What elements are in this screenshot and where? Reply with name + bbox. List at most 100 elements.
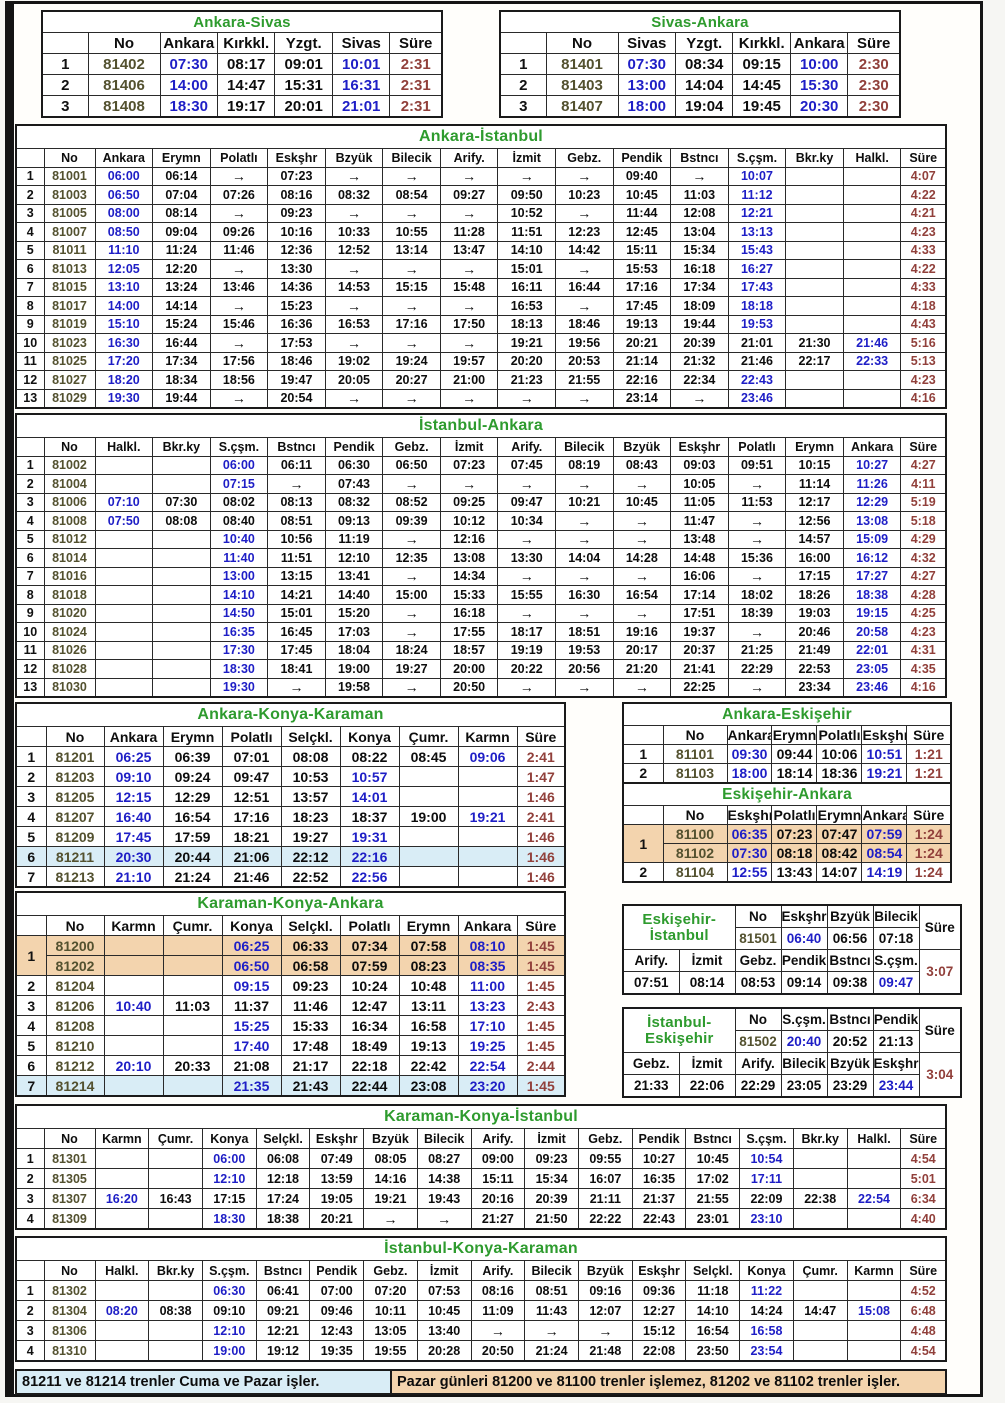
station-time-cell: 12:15 [103, 786, 164, 807]
row-number-header [15, 915, 47, 936]
station-time-cell: 19:00 [201, 1340, 257, 1362]
station-time-cell: 14:00 [94, 296, 154, 316]
station-time-cell: 12:05 [94, 259, 154, 279]
station-time-cell: 13:00 [209, 566, 269, 586]
station-time-cell [148, 1280, 203, 1301]
station-time-cell: 12:52 [324, 240, 384, 260]
skip-arrow-cell: → [267, 474, 326, 494]
station-time-cell: 20:33 [162, 1055, 223, 1076]
station-time-cell [457, 846, 518, 867]
skip-arrow-cell: → [382, 259, 441, 279]
station-time-cell: 07:23 [771, 824, 818, 844]
row-number-cell: 2 [15, 975, 47, 996]
train-no-cell: 81213 [45, 866, 105, 888]
header-row: Arify. İzmit Gebz. Pendik Bstncı S.çşm. 3:07 [622, 949, 962, 995]
skip-arrow-cell: → [524, 1320, 579, 1341]
column-header-cell: Gebz. [577, 1128, 633, 1149]
column-header-cell: Karmn [94, 1128, 150, 1149]
duration-cell: 2:44 [516, 1055, 566, 1076]
column-header-cell: Eskşhr [861, 725, 908, 745]
row-number-cell: 4 [15, 222, 45, 242]
station-time-cell: 19:35 [309, 1340, 365, 1362]
train-no-cell: 81403 [545, 74, 619, 96]
column-header-cell: Pendik [309, 1260, 365, 1281]
station-time-cell: 08:16 [267, 185, 326, 205]
table-row: 4 81309 18:30 18:38 20:21 → → 21:27 21:50 22:22 22… [15, 1208, 947, 1230]
column-header-cell: Arify. [622, 949, 680, 972]
station-time-cell: 09:14 [780, 971, 828, 995]
station-time-cell: 20:16 [470, 1188, 526, 1209]
table-row: 3 81307 16:20 16:43 17:15 17:24 19:05 19:21 19:4… [15, 1188, 947, 1209]
train-no-cell: 81206 [45, 995, 105, 1016]
column-header-cell: S.çşm. [780, 1007, 828, 1031]
station-time-cell: 14:04 [555, 548, 614, 568]
station-time-cell [398, 786, 459, 807]
station-time-cell: 19:19 [497, 640, 556, 660]
skip-arrow-cell: → [612, 474, 672, 494]
row-number-cell: 6 [15, 259, 45, 279]
station-time-cell: 08:10 [457, 935, 518, 956]
station-time-cell: 14:10 [685, 1300, 741, 1321]
station-time-cell: 10:07 [727, 166, 787, 186]
station-time-cell: 18:21 [221, 826, 282, 847]
train-no-cell: 81026 [43, 640, 96, 660]
station-time-cell: 11:51 [497, 222, 556, 242]
station-time-cell [148, 1320, 203, 1341]
station-time-cell: 12:10 [201, 1320, 257, 1341]
station-time-cell: 17:30 [209, 640, 269, 660]
train-no-cell: 81015 [43, 277, 96, 297]
station-time-cell: 20:00 [439, 659, 499, 679]
station-time-cell: 09:23 [267, 203, 326, 223]
skip-arrow-cell: → [382, 566, 441, 586]
column-header-cell: Erymn [816, 805, 863, 825]
station-time-cell [398, 826, 459, 847]
train-no-cell: 81023 [43, 333, 96, 353]
skip-arrow-cell: → [416, 1208, 472, 1230]
station-time-cell: 13:11 [398, 995, 459, 1016]
station-time-cell: 19:16 [612, 622, 672, 642]
column-header-cell: No [45, 915, 105, 936]
station-time-cell: 11:26 [842, 474, 902, 494]
station-time-cell: 14:45 [732, 74, 791, 96]
station-time-cell: 18:02 [727, 585, 787, 605]
station-time-cell: 13:10 [94, 277, 154, 297]
station-time-cell: 10:33 [324, 222, 384, 242]
column-header-cell: S.çşm. [727, 148, 787, 168]
duration-cell: 4:25 [900, 603, 947, 623]
station-time-cell: 08:08 [152, 511, 211, 531]
station-time-cell: 10:23 [555, 185, 614, 205]
row-number-cell: 1 [15, 935, 47, 976]
station-time-cell: 11:18 [685, 1280, 741, 1301]
train-no-cell: 81016 [43, 566, 96, 586]
duration-cell: 4:27 [900, 566, 947, 586]
column-header-cell: S.çşm. [209, 437, 269, 457]
skip-arrow-cell: → [324, 388, 384, 409]
skip-arrow-cell: → [555, 603, 614, 623]
station-time-cell: 17:14 [670, 585, 729, 605]
table-row: 81102 07:30 08:18 08:42 08:54 1:24 [623, 843, 952, 863]
table-row: 1 81101 09:30 09:44 10:06 10:51 1:21 [622, 744, 952, 764]
duration-cell: 1:46 [516, 786, 566, 807]
station-time-cell: 18:30 [209, 659, 269, 679]
column-header-cell: Çumr. [162, 915, 223, 936]
skip-arrow-cell: → [555, 677, 614, 698]
station-time-cell: 12:10 [324, 548, 384, 568]
station-time-cell: 14:04 [674, 74, 734, 96]
station-time-cell [152, 529, 211, 549]
station-time-cell [152, 455, 211, 475]
station-time-cell: 22:54 [457, 1055, 518, 1076]
station-time-cell: 19:27 [382, 659, 441, 679]
table-row: 6 81014 11:40 11:51 12:10 12:35 13:08 13:30 14:0… [15, 548, 947, 568]
column-header-cell: Polatlı [339, 915, 400, 936]
station-time-cell: 08:16 [470, 1280, 526, 1301]
row-number-cell: 6 [15, 846, 47, 867]
table-row: 4 81008 07:50 08:08 08:40 08:51 09:13 09:39 10:1… [15, 511, 947, 531]
station-time-cell: 07:04 [152, 185, 211, 205]
column-header-cell: Bzyük [612, 437, 672, 457]
column-header-cell: Süre [516, 915, 566, 936]
column-header-cell: Bilecik [555, 437, 614, 457]
station-time-cell: 20:52 [826, 1030, 874, 1053]
row-number-header [622, 725, 664, 745]
duration-cell: 4:23 [900, 622, 947, 642]
